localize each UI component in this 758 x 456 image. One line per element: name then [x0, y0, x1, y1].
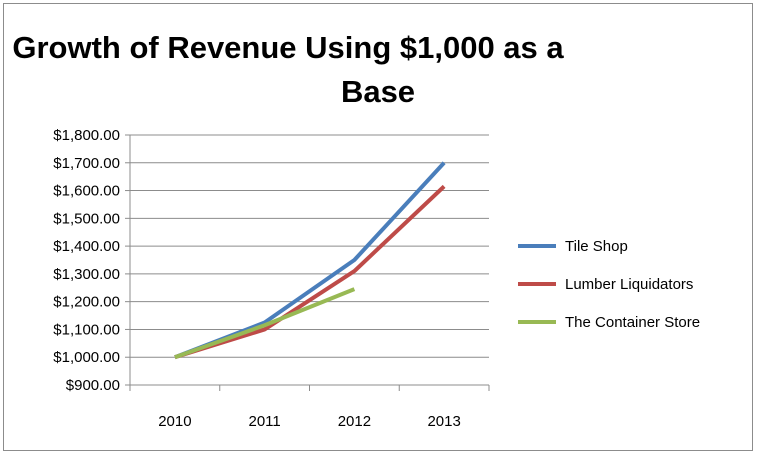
series-line-the-container-store	[174, 287, 356, 360]
x-axis-ticks: 2010 2011 2012 2013	[158, 413, 461, 430]
y-axis-ticks: $900.00 $1,000.00 $1,100.00 $1,200.00 $1,300…	[53, 127, 120, 394]
x-tick-label: 2011	[248, 413, 280, 430]
series-line-tile-shop	[174, 161, 446, 360]
y-tick-label: $900.00	[66, 377, 120, 394]
y-tick-label: $1,000.00	[53, 349, 120, 366]
y-tick-label: $1,100.00	[53, 321, 120, 338]
chart-frame	[3, 3, 753, 451]
series-line-lumber-liquidators	[174, 184, 446, 360]
x-tick-label: 2013	[427, 413, 460, 430]
legend: Tile Shop Lumber Liquidators The Container…	[518, 238, 700, 331]
y-tick-label: $1,400.00	[53, 238, 120, 255]
gridlines	[125, 134, 490, 391]
x-tick-label: 2012	[338, 413, 371, 430]
y-tick-label: $1,700.00	[53, 155, 120, 172]
chart-title-line-1: Growth of Revenue Using $1,000 as a	[12, 30, 564, 65]
y-tick-label: $1,500.00	[53, 210, 120, 227]
legend-label-lumber-liquidators: Lumber Liquidators	[565, 276, 693, 293]
y-tick-label: $1,800.00	[53, 127, 120, 144]
legend-label-the-container-store: The Container Store	[565, 314, 700, 331]
x-tick-label: 2010	[158, 413, 191, 430]
series-lines	[174, 161, 446, 360]
chart-title-line-2: Base	[341, 74, 415, 109]
y-tick-label: $1,600.00	[53, 183, 120, 200]
y-tick-label: $1,300.00	[53, 266, 120, 283]
y-tick-label: $1,200.00	[53, 294, 120, 311]
legend-label-tile-shop: Tile Shop	[565, 238, 628, 255]
